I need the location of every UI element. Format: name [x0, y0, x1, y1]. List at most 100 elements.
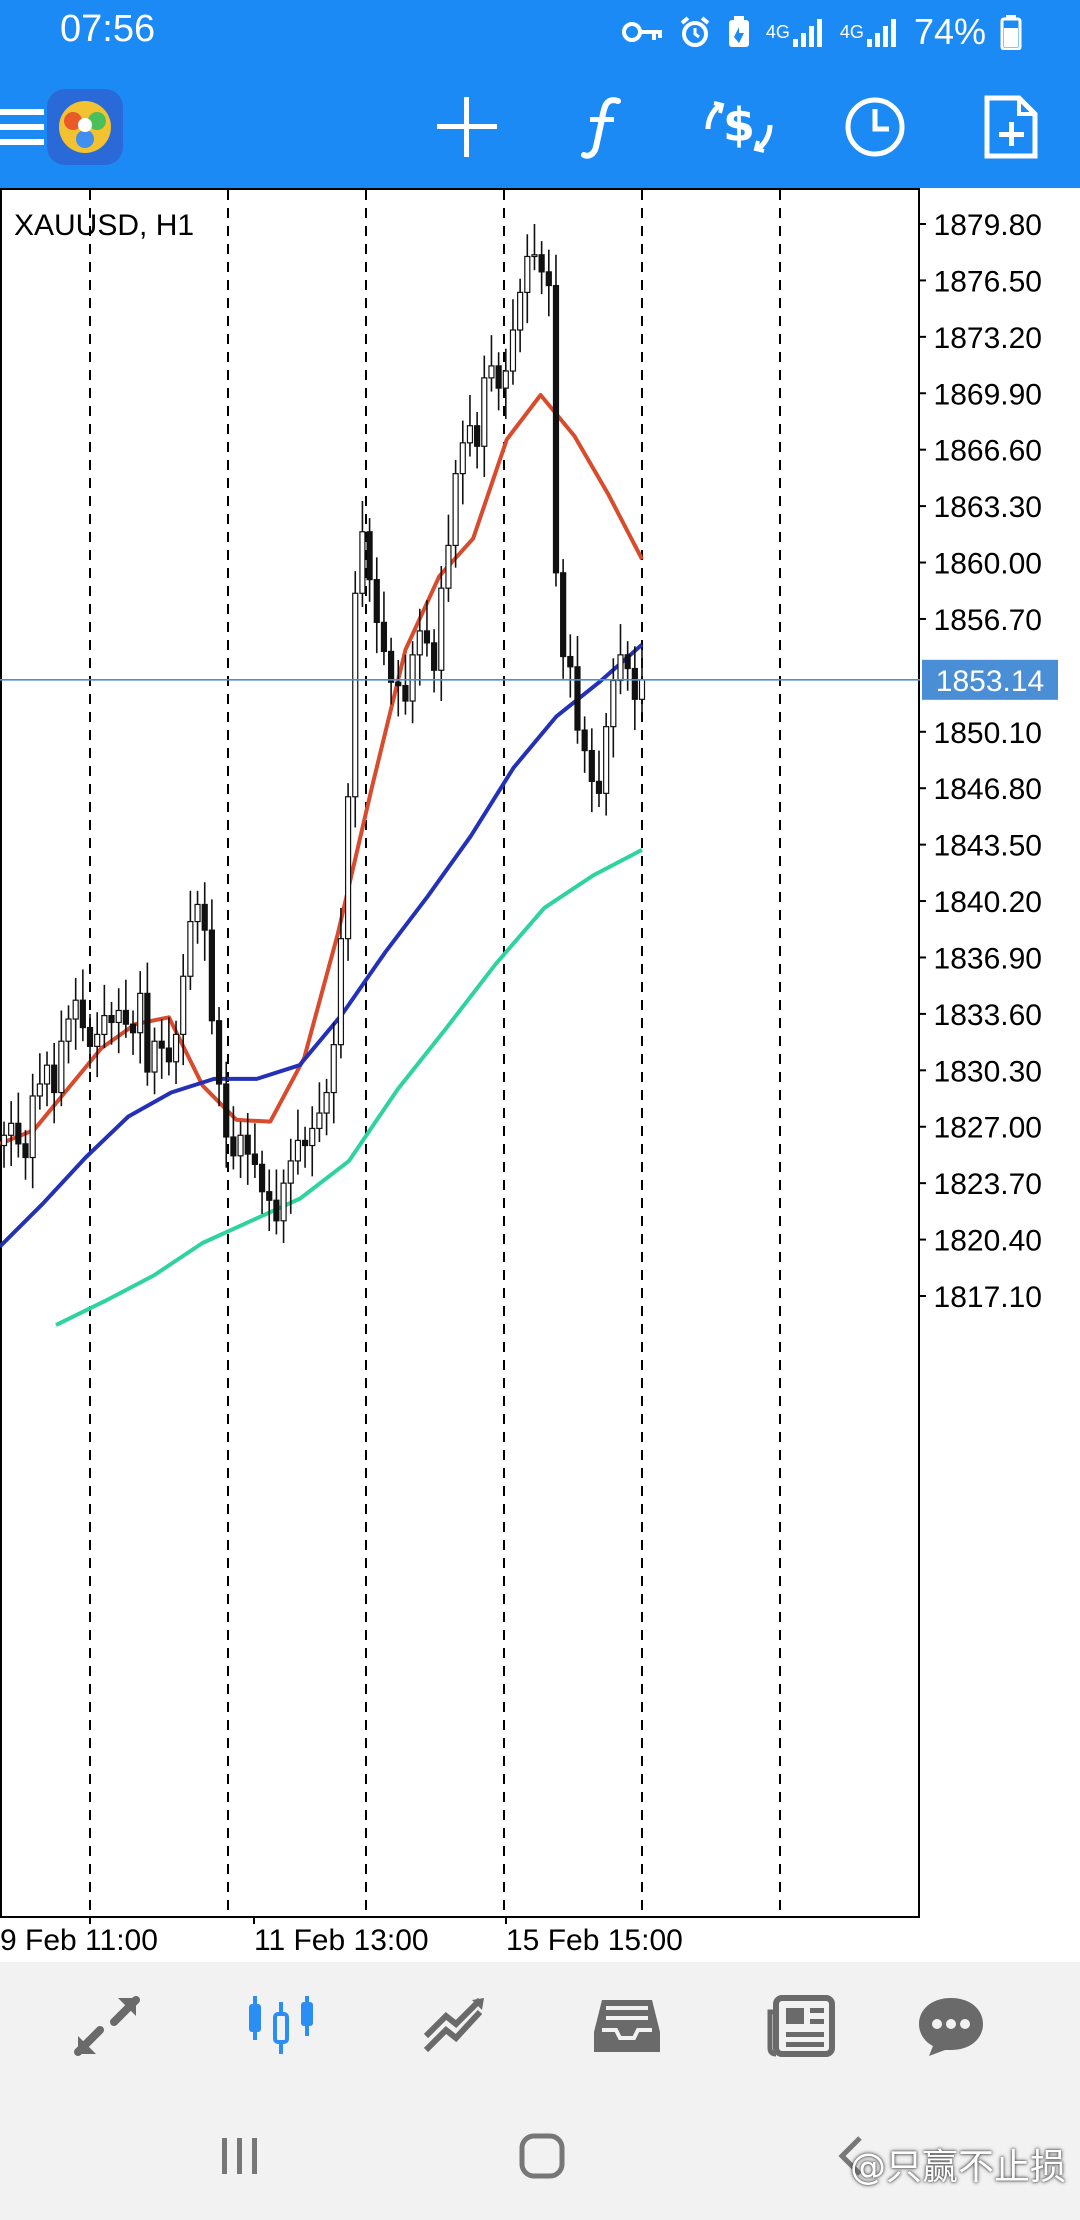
candle [488, 335, 495, 392]
candle [316, 1082, 323, 1143]
moving-average-line [55, 848, 643, 1327]
candle [251, 1123, 258, 1179]
signal-icon [792, 19, 822, 47]
y-tick-label: 1820.40 [934, 1225, 1042, 1258]
candle [552, 254, 560, 587]
candle [115, 988, 122, 1054]
candle [65, 1005, 72, 1064]
candle [359, 500, 366, 607]
current-price-label: 1853.14 [936, 665, 1044, 698]
y-tick-label: 1827.00 [934, 1112, 1042, 1145]
battery-icon [1000, 15, 1022, 50]
y-tick-label: 1830.30 [934, 1055, 1042, 1088]
crosshair-icon[interactable] [422, 82, 512, 172]
y-tick-label: 1846.80 [934, 773, 1042, 806]
trade-icon[interactable]: $ [694, 82, 784, 172]
candle [474, 412, 481, 469]
candle [280, 1169, 287, 1243]
candle [309, 1106, 316, 1177]
candle [495, 352, 502, 411]
candle [43, 1051, 51, 1107]
current-price-tag [922, 659, 1058, 700]
candle [29, 1073, 36, 1189]
candle [108, 1001, 115, 1045]
trade-nav-icon[interactable] [410, 1986, 500, 2066]
candle [258, 1150, 266, 1214]
charts-icon[interactable] [236, 1986, 326, 2066]
y-tick-label: 1823.70 [934, 1168, 1042, 1201]
y-tick-label: 1873.20 [934, 322, 1042, 355]
quotes-icon[interactable] [62, 1986, 152, 2066]
y-tick-label: 1836.90 [934, 942, 1042, 975]
candle [15, 1092, 22, 1158]
candle [86, 1013, 94, 1069]
status-bar: 07:56 4G 4G 74% [0, 0, 1080, 66]
candle [431, 629, 438, 693]
key-icon [621, 22, 662, 42]
candle [208, 899, 215, 1035]
candle [158, 1019, 165, 1079]
candle [560, 559, 567, 679]
recent-apps-button[interactable] [218, 2136, 262, 2176]
candle [509, 299, 517, 385]
candle [502, 348, 509, 419]
chat-icon[interactable] [906, 1986, 996, 2066]
period-icon[interactable] [830, 82, 920, 172]
candle [352, 571, 359, 828]
menu-icon[interactable] [0, 82, 68, 172]
candle [122, 979, 129, 1038]
candle [187, 890, 194, 990]
candle [180, 954, 187, 1066]
history-icon[interactable] [582, 1986, 672, 2066]
candle [624, 641, 631, 691]
candle [603, 712, 610, 816]
candle [36, 1053, 43, 1110]
svg-text:$: $ [723, 98, 755, 152]
candle [452, 459, 459, 568]
candle [215, 1007, 223, 1107]
candle [574, 636, 581, 744]
indicators-icon[interactable] [558, 82, 648, 172]
home-button[interactable] [518, 2132, 566, 2180]
candle [366, 518, 373, 602]
y-tick-label: 1869.90 [934, 378, 1042, 411]
system-navigation-bar: @只赢不止损 [0, 2092, 1080, 2220]
candle [631, 646, 638, 731]
x-tick-label: 9 Feb 11:00 [0, 1924, 158, 1957]
candle [8, 1101, 15, 1167]
candle [51, 1042, 58, 1124]
candle [137, 971, 144, 1064]
candle [287, 1138, 294, 1214]
app-logo-icon[interactable] [40, 82, 130, 172]
candle [588, 728, 595, 813]
y-tick-label: 1833.60 [934, 999, 1042, 1032]
back-button[interactable] [830, 2134, 874, 2178]
candle [323, 1078, 330, 1136]
top-toolbar: $ [0, 66, 1080, 188]
signal-icon-2 [866, 19, 896, 47]
moving-average-line [0, 643, 644, 1248]
battery-saver-icon [728, 16, 749, 47]
candle [165, 1017, 172, 1076]
candle [330, 1022, 337, 1124]
candle [230, 1106, 237, 1170]
y-tick-label: 1817.10 [934, 1281, 1042, 1314]
candle [517, 278, 524, 353]
y-tick-label: 1863.30 [934, 491, 1042, 524]
x-tick-label: 11 Feb 13:00 [254, 1924, 429, 1957]
chart-symbol-title: XAUUSD, H1 [14, 209, 194, 242]
candle [194, 890, 201, 944]
chart-area[interactable]: 1879.80 1876.50 1873.20 1869.90 1866.60 1863.… [0, 188, 1080, 1958]
news-icon[interactable] [756, 1986, 846, 2066]
candle [581, 716, 588, 773]
candle [459, 420, 466, 505]
price-chart[interactable]: 1879.80 1876.50 1873.20 1869.90 1866.60 1863.… [0, 188, 1080, 1958]
network-type-label-2: 4G [839, 22, 864, 42]
candle [344, 783, 352, 961]
candle [244, 1113, 251, 1185]
y-tick-label: 1850.10 [934, 717, 1042, 750]
candle [373, 557, 380, 654]
candle [94, 1012, 101, 1078]
new-order-icon[interactable] [966, 82, 1056, 172]
candle [273, 1169, 280, 1235]
